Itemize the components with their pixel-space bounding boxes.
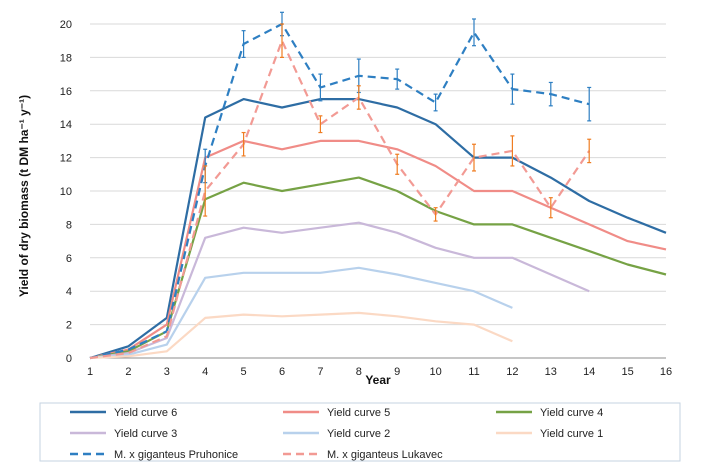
series-line-7 [89, 22, 590, 360]
y-tick-label: 6 [66, 253, 72, 265]
x-axis-title: Year [365, 373, 391, 387]
series-line-1 [89, 97, 667, 360]
y-tick-label: 12 [60, 153, 72, 165]
legend: Yield curve 6 Yield curve 5 Yield curve 4 Y… [39, 402, 681, 462]
legend-label-3: Yield curve 4 [540, 407, 603, 419]
x-tick-label: 2 [125, 366, 131, 378]
y-tick-label: 20 [60, 19, 72, 31]
y-tick-label: 10 [60, 186, 72, 198]
y-tick-label: 14 [60, 119, 72, 131]
x-tick-label: 15 [621, 366, 633, 378]
x-tick-label: 6 [279, 366, 285, 378]
series-line-2 [89, 139, 667, 360]
series-line-5 [89, 266, 513, 360]
legend-label-6: Yield curve 1 [540, 428, 603, 440]
x-tick-label: 4 [202, 366, 208, 378]
series-line-6 [89, 311, 513, 360]
grid-layer [90, 23, 666, 359]
y-tick-label: 16 [60, 86, 72, 98]
series-layer [89, 22, 667, 360]
x-tick-label: 1 [87, 366, 93, 378]
y-tick-label: 0 [66, 353, 72, 365]
x-tick-label: 5 [241, 366, 247, 378]
legend-box [39, 402, 681, 462]
x-tick-label: 13 [545, 366, 557, 378]
x-tick-label: 11 [468, 366, 479, 378]
series-line-3 [89, 176, 667, 360]
legend-label-7: M. x giganteus Pruhonice [114, 449, 238, 461]
y-tick-label: 4 [66, 286, 72, 298]
error-bars-layer [203, 11, 592, 222]
x-tick-label: 14 [583, 366, 595, 378]
y-axis-title: Yield of dry biomass (t DM ha⁻¹ y⁻¹) [17, 95, 31, 297]
x-tick-label: 16 [660, 366, 672, 378]
legend-label-1: Yield curve 6 [114, 407, 177, 419]
series-line-8 [89, 39, 591, 360]
x-tick-label: 3 [164, 366, 170, 378]
y-tick-label: 8 [66, 219, 72, 231]
x-tick-label: 9 [394, 366, 400, 378]
legend-label-4: Yield curve 3 [114, 428, 177, 440]
legend-label-8: M. x giganteus Lukavec [327, 449, 443, 461]
y-tick-label: 2 [66, 320, 72, 332]
series-line-4 [89, 221, 590, 360]
legend-label-2: Yield curve 5 [327, 407, 390, 419]
x-tick-label: 10 [429, 366, 441, 378]
x-tick-label: 12 [506, 366, 518, 378]
x-tick-label: 8 [356, 366, 362, 378]
legend-label-5: Yield curve 2 [327, 428, 390, 440]
y-tick-label: 18 [60, 52, 72, 64]
x-tick-label: 7 [317, 366, 323, 378]
